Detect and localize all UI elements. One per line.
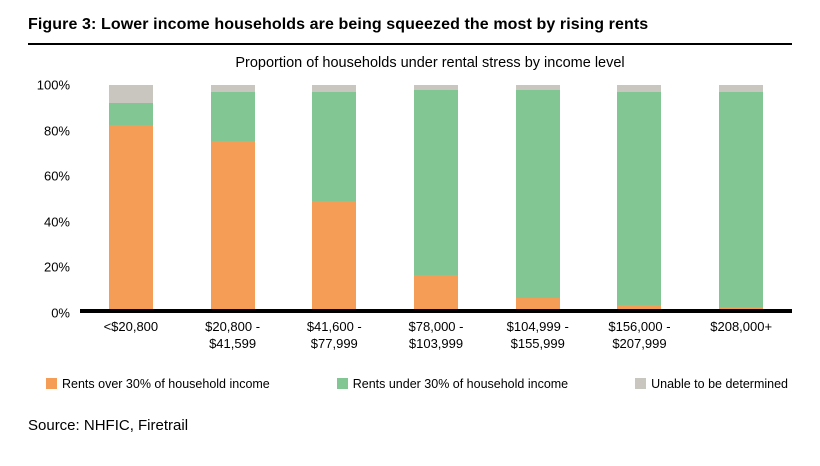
bar-segment <box>414 275 459 309</box>
bar-segment <box>719 85 764 92</box>
chart-title: Proportion of households under rental st… <box>235 55 625 71</box>
x-tick-label: $41,600 - $77,999 <box>306 319 362 351</box>
chart-body: 0% 20% 40% 60% 80% 100% <$20,800 $20,800 - $41… <box>28 78 792 353</box>
rental-stress-chart: Proportion of households under rental st… <box>28 55 792 391</box>
legend-item: Rents over 30% of household income <box>46 377 270 391</box>
bar-column <box>283 85 385 309</box>
x-tick-label: $78,000 - $103,999 <box>408 319 464 351</box>
bar-segment <box>719 306 764 309</box>
y-tick-label: 20% <box>43 259 70 275</box>
x-tick-label: $104,999 - $155,999 <box>506 319 569 351</box>
x-axis: <$20,800 $20,800 - $41,599 $41,600 - $77,9… <box>80 319 792 353</box>
stacked-bar <box>108 85 153 309</box>
x-tick-label: $20,800 - $41,599 <box>205 319 261 351</box>
bar-column <box>80 85 182 309</box>
legend-label: Rents under 30% of household income <box>352 376 569 391</box>
source-note: Source: NHFIC, Firetrail <box>28 416 189 434</box>
legend-label: Rents over 30% of household income <box>62 376 270 391</box>
bar-segment <box>108 85 153 103</box>
y-axis: 0% 20% 40% 60% 80% 100% <box>28 78 80 321</box>
bar-segment <box>210 141 255 309</box>
bar-segment <box>617 91 662 305</box>
bar-segment <box>312 91 357 202</box>
y-tick-label: 40% <box>43 214 70 230</box>
bar-column <box>690 85 792 309</box>
bar-segment <box>108 125 153 309</box>
legend-item: Unable to be determined <box>635 377 788 391</box>
bar-column <box>182 85 284 309</box>
bar-segment <box>515 297 560 309</box>
x-tick-label: <$20,800 <box>103 319 159 334</box>
stacked-bar <box>719 85 764 309</box>
legend-item: Rents under 30% of household income <box>336 376 569 391</box>
bar-segment <box>515 89 560 298</box>
bar-segment <box>312 201 357 309</box>
page: Figure 3: Lower income households are be… <box>28 12 792 434</box>
stacked-bar <box>210 85 255 309</box>
figure-title: Figure 3: Lower income households are be… <box>28 16 649 33</box>
legend-label: Unable to be determined <box>651 376 788 391</box>
bar-segment <box>210 91 255 141</box>
figure-header: Figure 3: Lower income households are be… <box>28 12 792 45</box>
legend: Rents over 30% of household income Rents … <box>46 377 792 391</box>
x-tick-label: $156,000 - $207,999 <box>608 319 671 351</box>
stacked-bar <box>515 85 560 309</box>
bar-segment <box>617 85 662 92</box>
legend-swatch-icon <box>336 378 348 390</box>
bar-column <box>487 85 589 309</box>
x-tick-label: $208,000+ <box>710 319 773 334</box>
plot-area <box>80 85 792 313</box>
bar-segment <box>515 85 560 90</box>
bar-segment <box>108 102 153 126</box>
bar-segment <box>414 85 459 90</box>
bar-column <box>589 85 691 309</box>
bar-segment <box>210 85 255 92</box>
legend-swatch-icon <box>635 378 647 390</box>
stacked-bar <box>312 85 357 309</box>
bar-segment <box>414 89 459 276</box>
y-tick-label: 60% <box>43 168 70 184</box>
y-tick-label: 80% <box>43 123 70 139</box>
bar-column <box>385 85 487 309</box>
bar-segment <box>617 304 662 309</box>
bar-segment <box>312 85 357 92</box>
y-tick-label: 100% <box>36 77 70 93</box>
stacked-bar <box>617 85 662 309</box>
y-tick-label: 0% <box>51 305 70 321</box>
bar-segment <box>719 91 764 307</box>
legend-swatch-icon <box>46 378 57 390</box>
stacked-bar <box>414 85 459 309</box>
plot-column: <$20,800 $20,800 - $41,599 $41,600 - $77,9… <box>80 85 792 353</box>
